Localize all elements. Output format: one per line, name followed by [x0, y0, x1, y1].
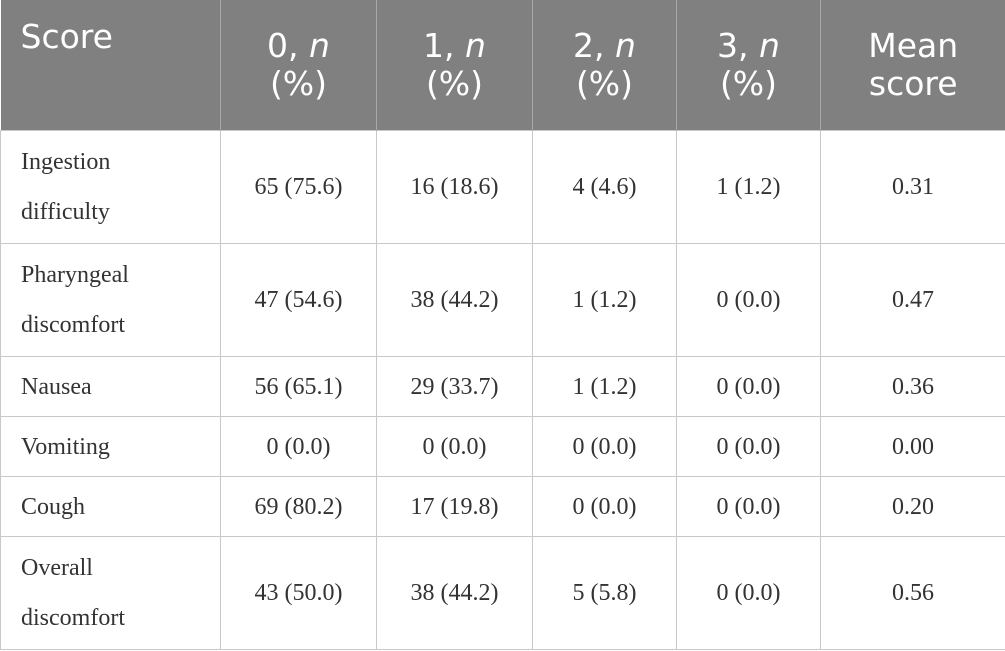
cell: 0.36	[820, 356, 1005, 417]
header-cell: Score	[0, 0, 221, 131]
cell: 0 (0.0)	[676, 536, 821, 650]
table-row: Pharyngeal discomfort 47 (54.6) 38 (44.2) 1…	[0, 243, 1005, 357]
cell: 0.47	[820, 243, 1005, 357]
row-label: Vomiting	[0, 416, 221, 477]
cell: 0 (0.0)	[676, 356, 821, 417]
header-unit: (%)	[719, 64, 778, 103]
header-cell: 1, n (%)	[376, 0, 533, 131]
table-row: Overall discomfort 43 (50.0) 38 (44.2) 5 (5…	[0, 536, 1005, 650]
cell: 5 (5.8)	[532, 536, 677, 650]
cell: 0 (0.0)	[376, 416, 533, 477]
cell: 47 (54.6)	[220, 243, 377, 357]
header-cell: 3, n (%)	[676, 0, 821, 131]
header-italic: n	[759, 26, 780, 65]
header-unit: (%)	[269, 64, 328, 103]
cell: 0 (0.0)	[676, 243, 821, 357]
cell: 1 (1.2)	[676, 130, 821, 244]
row-label: Cough	[0, 476, 221, 537]
cell: 0.00	[820, 416, 1005, 477]
header-cell: 0, n (%)	[220, 0, 377, 131]
cell: 0.56	[820, 536, 1005, 650]
cell: 0 (0.0)	[532, 476, 677, 537]
table-row: Ingestion difficulty 65 (75.6) 16 (18.6) 4 …	[0, 130, 1005, 244]
header-cell: 2, n (%)	[532, 0, 677, 131]
cell: 69 (80.2)	[220, 476, 377, 537]
header-italic: n	[309, 26, 330, 65]
row-label: Pharyngeal discomfort	[0, 243, 221, 357]
table-row: Cough 69 (80.2) 17 (19.8) 0 (0.0) 0 (0.0) 0.2…	[0, 476, 1005, 537]
cell: 0 (0.0)	[220, 416, 377, 477]
cell: 0 (0.0)	[676, 476, 821, 537]
cell: 0 (0.0)	[676, 416, 821, 477]
header-unit: (%)	[575, 64, 634, 103]
header-text: 1,	[423, 26, 455, 65]
header-text: 0,	[267, 26, 299, 65]
cell: 56 (65.1)	[220, 356, 377, 417]
header-italic: n	[615, 26, 636, 65]
cell: 16 (18.6)	[376, 130, 533, 244]
table-row: Nausea 56 (65.1) 29 (33.7) 1 (1.2) 0 (0.0) 0.…	[0, 356, 1005, 417]
cell: 17 (19.8)	[376, 476, 533, 537]
cell: 0 (0.0)	[532, 416, 677, 477]
header-text: 2,	[573, 26, 605, 65]
row-label: Overall discomfort	[0, 536, 221, 650]
cell: 4 (4.6)	[532, 130, 677, 244]
cell: 0.31	[820, 130, 1005, 244]
cell: 38 (44.2)	[376, 243, 533, 357]
cell: 43 (50.0)	[220, 536, 377, 650]
header-text: 3,	[717, 26, 749, 65]
header-italic: n	[465, 26, 486, 65]
header-unit: (%)	[425, 64, 484, 103]
header-row: Score 0, n (%) 1, n (%) 2, n (%) 3, n (%) Mean sc…	[0, 0, 1005, 131]
table-row: Vomiting 0 (0.0) 0 (0.0) 0 (0.0) 0 (0.0) 0.00	[0, 416, 1005, 477]
cell: 38 (44.2)	[376, 536, 533, 650]
cell: 0.20	[820, 476, 1005, 537]
header-cell: Mean score	[820, 0, 1005, 131]
row-label: Ingestion difficulty	[0, 130, 221, 244]
row-label: Nausea	[0, 356, 221, 417]
cell: 1 (1.2)	[532, 243, 677, 357]
cell: 29 (33.7)	[376, 356, 533, 417]
cell: 65 (75.6)	[220, 130, 377, 244]
cell: 1 (1.2)	[532, 356, 677, 417]
